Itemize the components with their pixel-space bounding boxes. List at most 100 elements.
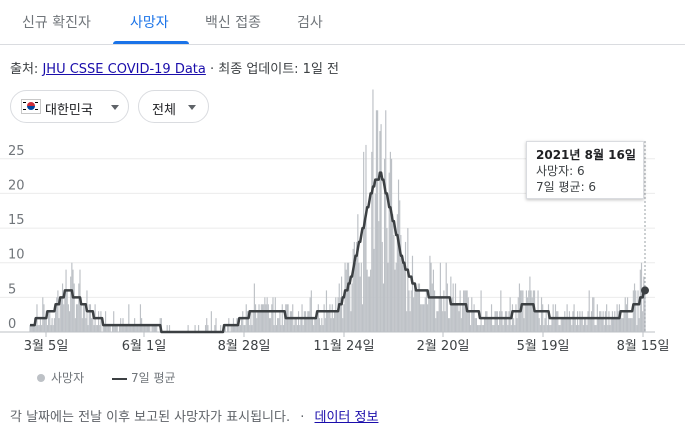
daily-bar: [194, 325, 196, 332]
x-tick-label: 5월 19일: [517, 339, 570, 354]
x-tick-label: 8월 15일: [617, 339, 670, 354]
daily-bar: [531, 297, 533, 332]
daily-bar: [257, 311, 259, 332]
daily-bar: [496, 311, 498, 332]
daily-bar: [279, 311, 281, 332]
daily-bar: [224, 325, 226, 332]
daily-bar: [350, 311, 352, 332]
data-info-link[interactable]: 데이터 정보: [314, 410, 379, 425]
daily-bar: [386, 228, 388, 332]
tab-vaccinations[interactable]: 백신 접종: [205, 15, 261, 31]
daily-bar: [87, 325, 89, 332]
daily-bar: [268, 318, 271, 332]
daily-bar: [488, 318, 490, 332]
daily-bar: [503, 318, 505, 332]
daily-bar: [475, 318, 478, 332]
daily-bar: [380, 124, 382, 333]
scope-dropdown[interactable]: 전체: [138, 90, 209, 123]
daily-bar: [266, 297, 268, 332]
daily-bar: [538, 318, 540, 332]
region-dropdown[interactable]: 대한민국: [10, 90, 129, 123]
daily-bar: [230, 325, 232, 332]
daily-bar: [517, 297, 519, 332]
daily-bar: [352, 248, 354, 332]
daily-bar: [264, 297, 266, 332]
daily-bar: [345, 269, 347, 332]
daily-bar: [486, 311, 488, 332]
daily-bar: [50, 325, 52, 332]
daily-bar: [487, 318, 489, 332]
daily-bar: [349, 276, 351, 332]
daily-bar: [626, 297, 629, 332]
daily-bar: [275, 325, 278, 332]
source-prefix: 출처:: [10, 62, 39, 77]
daily-bar: [77, 304, 79, 332]
daily-bar: [414, 283, 416, 332]
daily-bar: [52, 325, 54, 332]
footer-note: 각 날짜에는 전날 이후 보고된 사망자가 표시됩니다. · 데이터 정보: [10, 406, 378, 425]
daily-bar: [153, 325, 155, 332]
daily-bar: [481, 325, 483, 332]
daily-bar: [592, 297, 594, 332]
chevron-down-icon: [111, 105, 119, 110]
daily-bar: [567, 318, 569, 332]
daily-bar: [393, 235, 395, 332]
daily-bar: [220, 325, 222, 332]
daily-bar: [235, 325, 237, 332]
daily-bar: [290, 311, 293, 332]
daily-bar: [343, 304, 345, 332]
active-tab-indicator: [113, 41, 189, 44]
daily-bar: [210, 311, 212, 332]
chevron-down-icon: [188, 105, 196, 110]
daily-bar: [339, 297, 341, 332]
daily-bar: [51, 318, 53, 332]
daily-bar: [293, 325, 295, 332]
tab-tests[interactable]: 검사: [297, 15, 323, 31]
legend-average-label: 7일 평균: [131, 371, 176, 385]
daily-bar: [381, 241, 383, 332]
daily-bar: [100, 311, 102, 332]
daily-bar: [239, 325, 242, 332]
daily-bar: [99, 325, 101, 332]
daily-bar: [303, 311, 305, 332]
daily-bar: [643, 276, 645, 332]
daily-bar: [317, 304, 319, 332]
daily-bar: [539, 325, 541, 332]
daily-bar: [115, 325, 117, 332]
daily-bar: [397, 179, 400, 332]
daily-bar: [367, 276, 369, 332]
daily-bar: [272, 297, 274, 332]
daily-bar: [358, 262, 360, 332]
daily-bar: [418, 283, 421, 332]
daily-bar: [593, 297, 595, 332]
daily-bar: [402, 262, 404, 332]
daily-bar: [42, 297, 44, 332]
y-tick-label: 5: [8, 282, 16, 297]
daily-bar: [581, 311, 583, 332]
daily-bar: [207, 325, 209, 332]
daily-bar: [457, 304, 459, 332]
daily-bar: [274, 297, 276, 332]
daily-bar: [92, 318, 94, 332]
daily-bar: [109, 325, 111, 332]
daily-bar: [104, 311, 107, 332]
daily-bar: [370, 269, 372, 332]
daily-bar: [613, 318, 615, 332]
daily-bar: [530, 290, 532, 332]
daily-bar: [461, 304, 464, 332]
source-link[interactable]: JHU CSSE COVID-19 Data: [42, 62, 206, 77]
tab-deaths[interactable]: 사망자: [130, 15, 169, 31]
daily-bar: [48, 311, 50, 332]
daily-bar: [91, 318, 93, 332]
tab-new-cases[interactable]: 신규 확진자: [22, 15, 91, 31]
daily-bar: [440, 297, 443, 332]
daily-bar: [253, 283, 255, 332]
x-tick-label: 8월 28일: [218, 339, 271, 354]
daily-bar: [330, 318, 332, 332]
daily-bar: [121, 325, 123, 332]
daily-bar: [277, 318, 279, 332]
daily-bar: [580, 318, 582, 332]
chart-tooltip: 2021년 8월 16일 사망자: 6 7일 평균: 6: [526, 141, 644, 199]
daily-bar: [107, 325, 109, 332]
